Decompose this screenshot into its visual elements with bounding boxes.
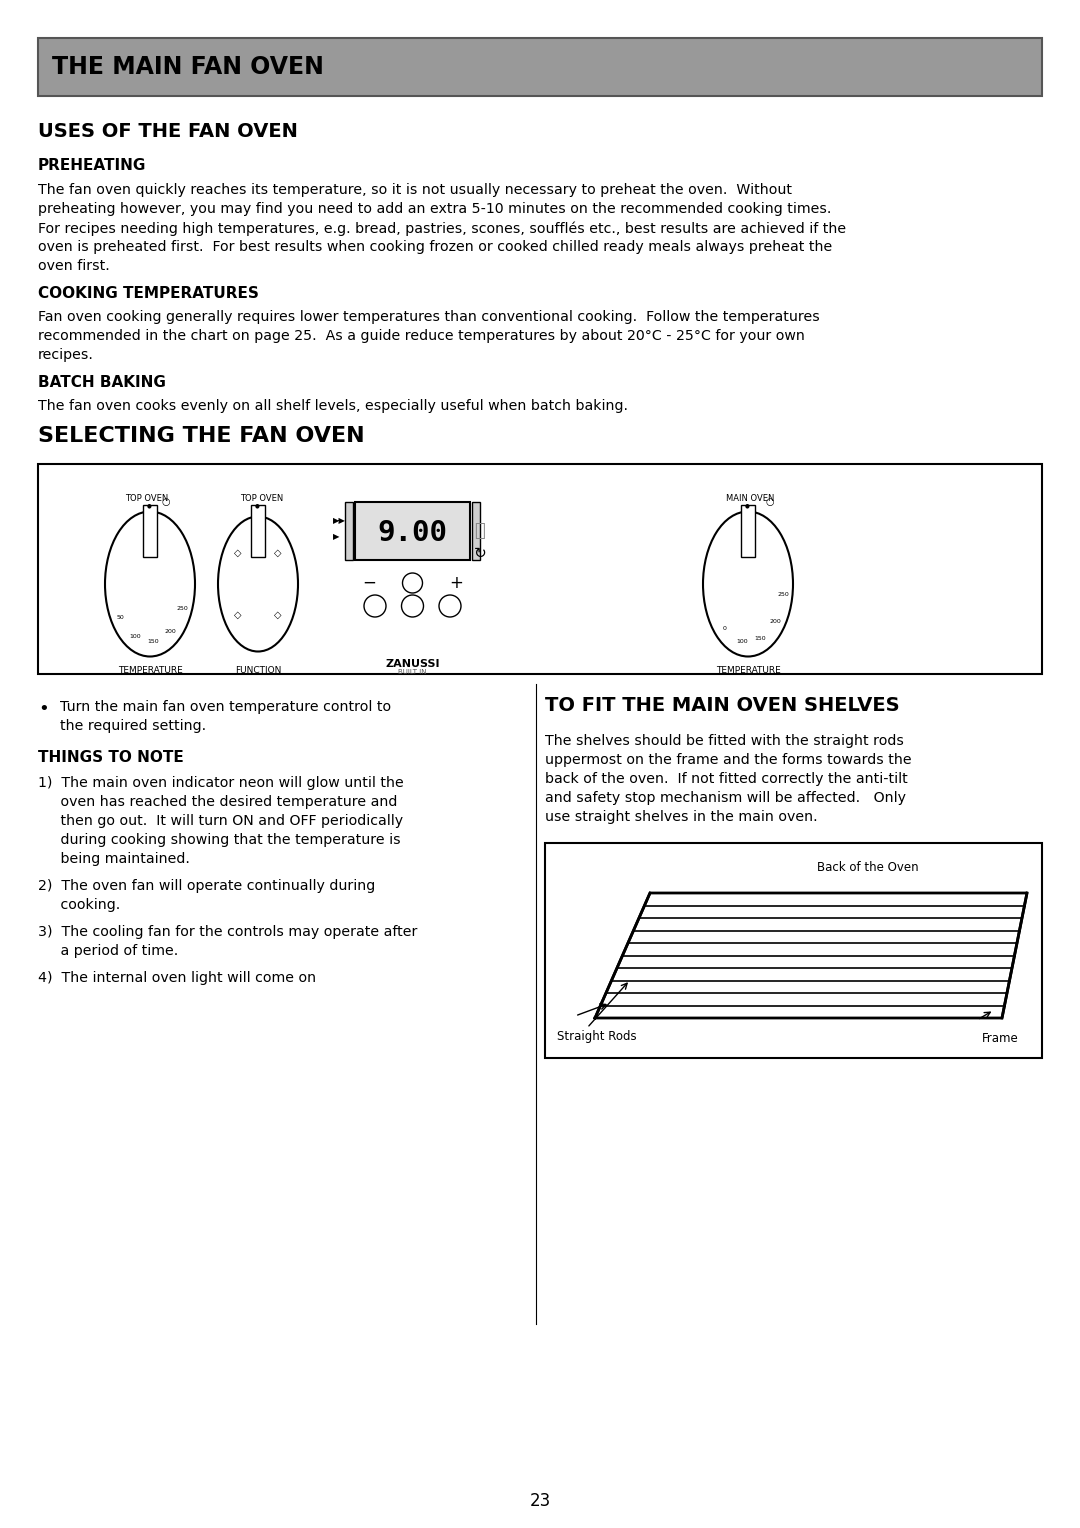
Text: TO FIT THE MAIN OVEN SHELVES: TO FIT THE MAIN OVEN SHELVES xyxy=(545,695,900,715)
Text: the required setting.: the required setting. xyxy=(60,720,206,733)
Bar xyxy=(251,504,265,558)
Bar xyxy=(345,503,353,559)
Text: 150: 150 xyxy=(755,636,766,642)
Text: ▶: ▶ xyxy=(333,532,339,541)
Text: 100: 100 xyxy=(735,639,747,643)
Text: and safety stop mechanism will be affected.   Only: and safety stop mechanism will be affect… xyxy=(545,792,906,805)
Text: +: + xyxy=(449,575,463,591)
Text: SELECTING THE FAN OVEN: SELECTING THE FAN OVEN xyxy=(38,426,365,446)
Text: ▶▶: ▶▶ xyxy=(333,516,346,526)
Bar xyxy=(472,503,480,559)
Text: ○: ○ xyxy=(766,497,774,507)
Text: 0: 0 xyxy=(723,626,727,631)
Text: during cooking showing that the temperature is: during cooking showing that the temperat… xyxy=(38,833,401,847)
Text: recommended in the chart on page 25.  As a guide reduce temperatures by about 20: recommended in the chart on page 25. As … xyxy=(38,329,805,342)
Text: THINGS TO NOTE: THINGS TO NOTE xyxy=(38,750,184,766)
Text: recipes.: recipes. xyxy=(38,348,94,362)
Text: Straight Rods: Straight Rods xyxy=(557,1030,636,1044)
Text: 3)  The cooling fan for the controls may operate after: 3) The cooling fan for the controls may … xyxy=(38,924,417,940)
Text: The fan oven cooks evenly on all shelf levels, especially useful when batch baki: The fan oven cooks evenly on all shelf l… xyxy=(38,399,627,413)
Text: 23: 23 xyxy=(529,1491,551,1510)
Text: TEMPERATURE: TEMPERATURE xyxy=(118,666,183,675)
Bar xyxy=(545,843,1042,1057)
Text: oven has reached the desired temperature and: oven has reached the desired temperature… xyxy=(38,795,397,808)
Bar xyxy=(38,38,1042,96)
Text: ○: ○ xyxy=(162,497,171,507)
Text: Back of the Oven: Back of the Oven xyxy=(818,860,919,874)
Text: ⧖: ⧖ xyxy=(474,523,485,539)
Text: then go out.  It will turn ON and OFF periodically: then go out. It will turn ON and OFF per… xyxy=(38,814,403,828)
Text: Fan oven cooking generally requires lower temperatures than conventional cooking: Fan oven cooking generally requires lowe… xyxy=(38,310,820,324)
Text: ◇: ◇ xyxy=(274,610,282,620)
Text: 250: 250 xyxy=(177,607,189,611)
Text: ◇: ◇ xyxy=(234,549,242,558)
Text: The fan oven quickly reaches its temperature, so it is not usually necessary to : The fan oven quickly reaches its tempera… xyxy=(38,183,792,197)
Text: PREHEATING: PREHEATING xyxy=(38,157,147,173)
Text: 9.00: 9.00 xyxy=(378,520,447,547)
Text: For recipes needing high temperatures, e.g. bread, pastries, scones, soufflés et: For recipes needing high temperatures, e… xyxy=(38,222,846,235)
Text: Frame: Frame xyxy=(982,1031,1018,1045)
Text: The shelves should be fitted with the straight rods: The shelves should be fitted with the st… xyxy=(545,733,904,749)
Text: ◇: ◇ xyxy=(274,549,282,558)
Text: 150: 150 xyxy=(147,639,159,645)
Text: ZANUSSI: ZANUSSI xyxy=(386,659,440,669)
Text: ●: ● xyxy=(745,503,750,507)
Text: ↻: ↻ xyxy=(474,545,487,561)
Text: oven first.: oven first. xyxy=(38,260,110,274)
Text: FUNCTION: FUNCTION xyxy=(234,666,281,675)
Text: THE MAIN FAN OVEN: THE MAIN FAN OVEN xyxy=(52,55,324,79)
Text: 50: 50 xyxy=(117,614,124,620)
Text: ●: ● xyxy=(147,503,152,507)
Text: cooking.: cooking. xyxy=(38,898,120,912)
Text: COOKING TEMPERATURES: COOKING TEMPERATURES xyxy=(38,286,259,301)
Text: 1)  The main oven indicator neon will glow until the: 1) The main oven indicator neon will glo… xyxy=(38,776,404,790)
Text: 200: 200 xyxy=(165,630,176,634)
Text: uppermost on the frame and the forms towards the: uppermost on the frame and the forms tow… xyxy=(545,753,912,767)
Bar xyxy=(741,504,755,558)
Text: ●: ● xyxy=(255,503,260,507)
Bar xyxy=(355,503,470,559)
Text: use straight shelves in the main oven.: use straight shelves in the main oven. xyxy=(545,810,818,824)
Text: •: • xyxy=(38,700,49,718)
Text: −: − xyxy=(362,575,376,591)
Text: BUILT IN: BUILT IN xyxy=(399,669,427,675)
Text: TOP OVEN: TOP OVEN xyxy=(240,494,283,503)
Ellipse shape xyxy=(703,512,793,657)
Text: TOP OVEN: TOP OVEN xyxy=(125,494,168,503)
Text: MAIN OVEN: MAIN OVEN xyxy=(726,494,774,503)
Text: Turn the main fan oven temperature control to: Turn the main fan oven temperature contr… xyxy=(60,700,391,714)
Text: 2)  The oven fan will operate continually during: 2) The oven fan will operate continually… xyxy=(38,879,375,892)
Text: being maintained.: being maintained. xyxy=(38,853,190,866)
Text: USES OF THE FAN OVEN: USES OF THE FAN OVEN xyxy=(38,122,298,141)
Text: oven is preheated first.  For best results when cooking frozen or cooked chilled: oven is preheated first. For best result… xyxy=(38,240,833,254)
Bar xyxy=(38,465,1042,674)
Text: 4)  The internal oven light will come on: 4) The internal oven light will come on xyxy=(38,970,316,986)
Text: 100: 100 xyxy=(129,634,140,639)
Text: BATCH BAKING: BATCH BAKING xyxy=(38,374,166,390)
Ellipse shape xyxy=(218,516,298,651)
Text: preheating however, you may find you need to add an extra 5-10 minutes on the re: preheating however, you may find you nee… xyxy=(38,202,832,215)
Text: a period of time.: a period of time. xyxy=(38,944,178,958)
Ellipse shape xyxy=(105,512,195,657)
Text: 200: 200 xyxy=(770,619,782,623)
Text: TEMPERATURE: TEMPERATURE xyxy=(716,666,781,675)
Text: back of the oven.  If not fitted correctly the anti-tilt: back of the oven. If not fitted correctl… xyxy=(545,772,908,785)
Text: ◇: ◇ xyxy=(234,610,242,620)
Text: 250: 250 xyxy=(778,591,789,596)
Bar xyxy=(143,504,157,558)
